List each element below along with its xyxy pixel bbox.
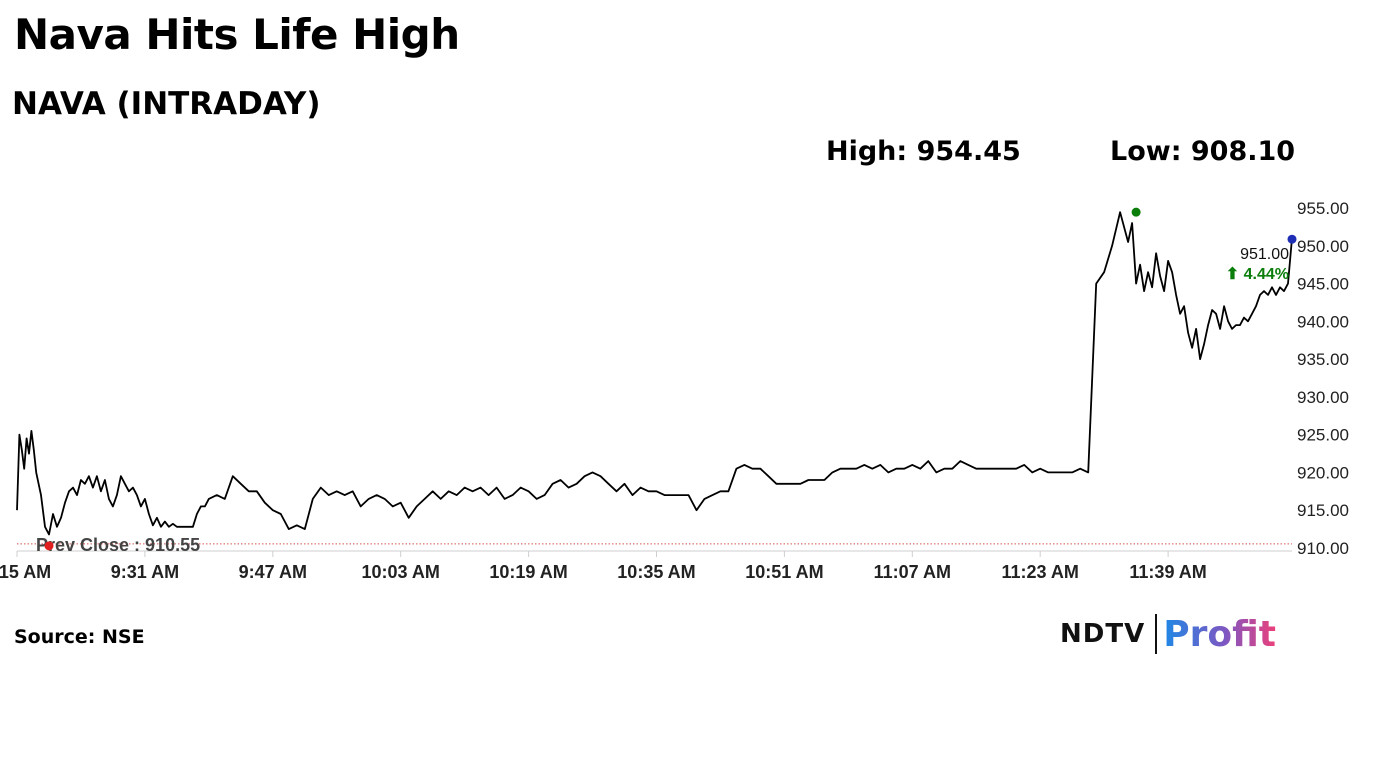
low-label: Low: 908.10 xyxy=(1110,136,1296,167)
y-tick-label: 920.00 xyxy=(1297,463,1349,482)
y-tick-label: 915.00 xyxy=(1297,501,1349,520)
x-tick-label: 10:35 AM xyxy=(617,562,695,582)
x-tick-label: 10:51 AM xyxy=(745,562,823,582)
change-percent-label: ⬆ 4.44% xyxy=(1226,266,1289,283)
x-tick-label: 9:31 AM xyxy=(111,562,179,582)
y-tick-label: 925.00 xyxy=(1297,426,1349,445)
ndtv-profit-logo: NDTV Profit xyxy=(1060,612,1276,656)
x-axis: 9:15 AM 9:31 AM 9:47 AM 10:03 AM 10:19 AM 10:… xyxy=(0,550,1292,582)
y-tick-label: 930.00 xyxy=(1297,388,1349,407)
day-high-marker xyxy=(1131,207,1141,217)
y-tick-label: 955.00 xyxy=(1297,199,1349,218)
intraday-chart: 955.00 950.00 945.00 940.00 935.00 930.00 925.… xyxy=(0,199,1349,582)
y-tick-label: 935.00 xyxy=(1297,350,1349,369)
y-tick-label: 940.00 xyxy=(1297,312,1349,331)
y-tick-label: 950.00 xyxy=(1297,237,1349,256)
last-price-label: 951.00 xyxy=(1240,246,1289,263)
x-tick-label: 9:47 AM xyxy=(239,562,307,582)
prev-close-marker xyxy=(44,541,54,551)
logo-divider xyxy=(1155,614,1158,654)
x-tick-label: 10:03 AM xyxy=(362,562,440,582)
x-tick-label: 11:23 AM xyxy=(1002,562,1079,582)
x-tick-label: 10:19 AM xyxy=(489,562,567,582)
y-axis: 955.00 950.00 945.00 940.00 935.00 930.00 925.… xyxy=(1297,199,1349,558)
high-label: High: 954.45 xyxy=(826,136,1021,167)
page-title: Nava Hits Life High xyxy=(14,10,460,59)
prev-close-label: Prev Close : 910.55 xyxy=(36,535,200,555)
last-price-marker xyxy=(1287,234,1297,244)
source-note: Source: NSE xyxy=(14,626,145,648)
x-tick-label: 9:15 AM xyxy=(0,562,51,582)
x-tick-label: 11:39 AM xyxy=(1129,562,1206,582)
y-tick-label: 945.00 xyxy=(1297,275,1349,294)
logo-ndtv-text: NDTV xyxy=(1060,619,1146,649)
chart-subtitle: NAVA (INTRADAY) xyxy=(12,86,321,122)
logo-profit-text: Profit xyxy=(1163,613,1276,655)
price-series-line xyxy=(16,211,1293,536)
x-tick-label: 11:07 AM xyxy=(874,562,951,582)
y-tick-label: 910.00 xyxy=(1297,539,1349,558)
